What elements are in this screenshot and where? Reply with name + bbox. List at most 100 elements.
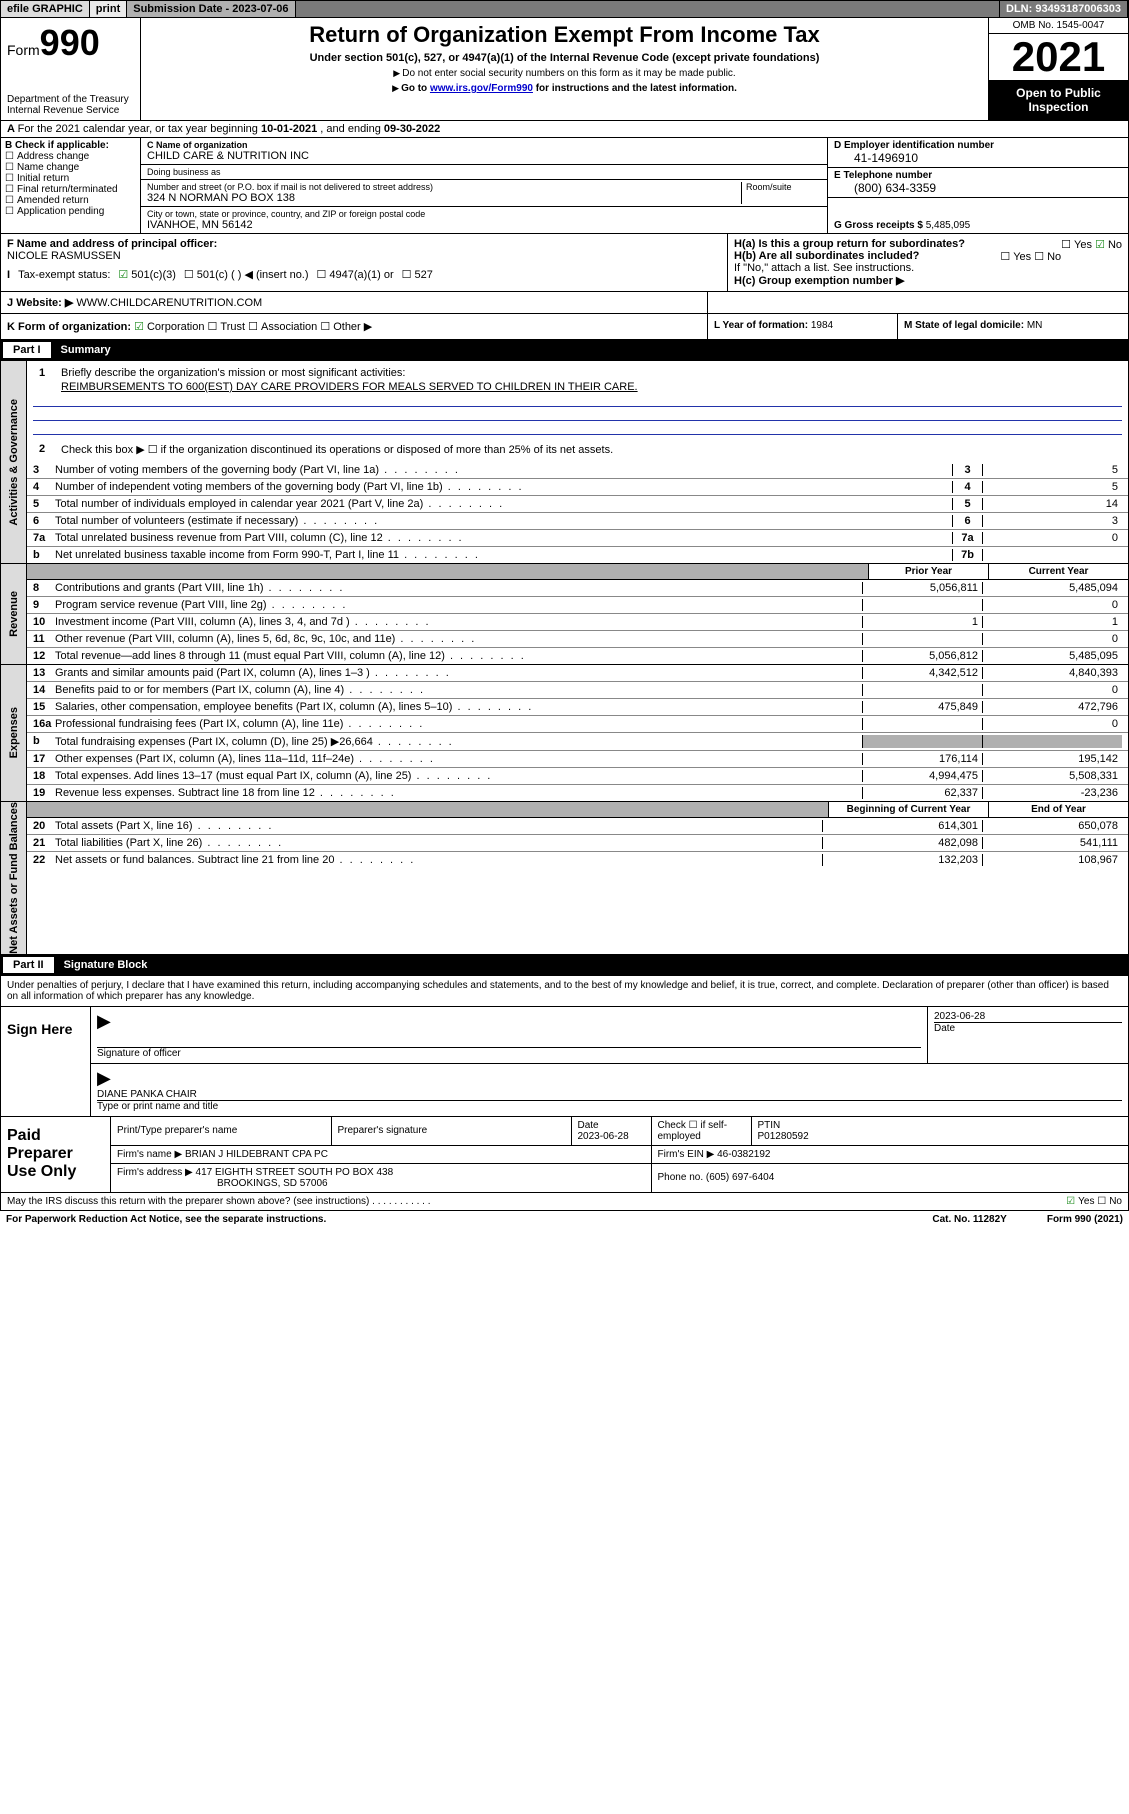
ha-no[interactable]: No	[1095, 239, 1122, 251]
col-b-checkboxes: B Check if applicable: Address change Na…	[1, 138, 141, 233]
chk-501c[interactable]: 501(c) ( ) ◀ (insert no.)	[184, 268, 309, 281]
hb-label: H(b) Are all subordinates included? Yes …	[734, 250, 1122, 262]
discuss-yes[interactable]: Yes	[1066, 1196, 1094, 1207]
firm-addr1: 417 EIGHTH STREET SOUTH PO BOX 438	[196, 1167, 394, 1178]
data-row: 13Grants and similar amounts paid (Part …	[27, 665, 1128, 682]
end-year-hdr: End of Year	[988, 802, 1128, 817]
chk-address-change[interactable]: Address change	[5, 151, 136, 162]
firm-addr-label: Firm's address ▶	[117, 1167, 193, 1178]
hb-note: If "No," attach a list. See instructions…	[734, 262, 1122, 274]
org-name-label: C Name of organization	[147, 140, 821, 150]
form-number: Form990	[7, 22, 134, 64]
ptin-label: PTIN	[758, 1120, 781, 1131]
data-row: 15Salaries, other compensation, employee…	[27, 699, 1128, 716]
hb-yes[interactable]: Yes	[1000, 251, 1031, 263]
sidelabel-expenses: Expenses	[1, 665, 27, 801]
chk-other[interactable]: Other ▶	[320, 321, 372, 333]
chk-corp[interactable]: Corporation	[134, 321, 204, 333]
m-value: MN	[1027, 320, 1043, 331]
chk-final-return[interactable]: Final return/terminated	[5, 184, 136, 195]
part1-header: Part I Summary	[0, 340, 1129, 361]
data-row: bTotal fundraising expenses (Part IX, co…	[27, 733, 1128, 751]
website-label: Website: ▶	[16, 297, 73, 309]
row-j: J Website: ▶ WWW.CHILDCARENUTRITION.COM	[0, 292, 1129, 314]
chk-amended[interactable]: Amended return	[5, 195, 136, 206]
year-header: Prior Year Current Year	[27, 564, 1128, 580]
firm-ein: 46-0382192	[717, 1149, 770, 1160]
preparer-block: Paid Preparer Use Only Print/Type prepar…	[0, 1117, 1129, 1193]
firm-ein-label: Firm's EIN ▶	[658, 1149, 715, 1160]
dept-label: Department of the Treasury Internal Reve…	[7, 94, 134, 116]
part2-title: Signature Block	[56, 957, 156, 973]
submission-date: Submission Date - 2023-07-06	[127, 1, 295, 17]
sidelabel-netassets: Net Assets or Fund Balances	[1, 802, 27, 954]
q1-label: Briefly describe the organization's miss…	[61, 367, 1116, 379]
row-klm: K Form of organization: Corporation Trus…	[0, 314, 1129, 340]
gross-value: 5,485,095	[926, 220, 971, 231]
current-year-hdr: Current Year	[988, 564, 1128, 579]
chk-527[interactable]: 527	[402, 268, 433, 281]
k-label: K Form of organization:	[7, 321, 131, 333]
section-netassets: Net Assets or Fund Balances Beginning of…	[0, 802, 1129, 955]
sig-date: 2023-06-28	[934, 1011, 1122, 1022]
data-row: 9Program service revenue (Part VIII, lin…	[27, 597, 1128, 614]
chk-application-pending[interactable]: Application pending	[5, 206, 136, 217]
irs-link[interactable]: www.irs.gov/Form990	[430, 83, 533, 94]
topbar-spacer	[296, 1, 1000, 17]
dln: DLN: 93493187006303	[1000, 1, 1128, 17]
gov-row: 4Number of independent voting members of…	[27, 479, 1128, 496]
firm-phone-label: Phone no.	[658, 1172, 704, 1183]
phone-label: E Telephone number	[834, 170, 1122, 181]
prep-selfemp[interactable]: Check ☐ if self-employed	[651, 1117, 751, 1146]
data-row: 19Revenue less expenses. Subtract line 1…	[27, 785, 1128, 801]
q2-label: Check this box ▶ ☐ if the organization d…	[61, 443, 1116, 456]
form-note2: Go to www.irs.gov/Form990 for instructio…	[147, 83, 982, 94]
phone-value: (800) 634-3359	[834, 181, 1122, 195]
sign-block: Sign Here Signature of officer 2023-06-2…	[0, 1007, 1129, 1117]
chk-name-change[interactable]: Name change	[5, 162, 136, 173]
l-value: 1984	[811, 320, 833, 331]
part1-num: Part I	[3, 342, 51, 358]
chk-4947[interactable]: 4947(a)(1) or	[317, 268, 394, 281]
sig-date-label: Date	[934, 1022, 1122, 1034]
firm-phone: (605) 697-6404	[706, 1172, 774, 1183]
addr-label: Number and street (or P.O. box if mail i…	[147, 182, 741, 192]
ha-yes[interactable]: Yes	[1061, 239, 1092, 251]
l-label: L Year of formation:	[714, 320, 811, 331]
open-inspection: Open to Public Inspection	[989, 80, 1128, 120]
chk-501c3[interactable]: 501(c)(3)	[118, 268, 176, 281]
form-ref: Form 990 (2021)	[1047, 1214, 1123, 1225]
data-row: 20Total assets (Part X, line 16)614,3016…	[27, 818, 1128, 835]
gross-label: G Gross receipts $	[834, 220, 926, 231]
sig-name: DIANE PANKA CHAIR	[97, 1089, 1122, 1101]
sidelabel-revenue: Revenue	[1, 564, 27, 664]
section-revenue: Revenue Prior Year Current Year 8Contrib…	[0, 564, 1129, 665]
row-a-taxyear: A For the 2021 calendar year, or tax yea…	[0, 121, 1129, 138]
prep-sig-label: Preparer's signature	[331, 1117, 571, 1146]
tax-status-label: Tax-exempt status:	[18, 269, 110, 281]
website-value: WWW.CHILDCARENUTRITION.COM	[76, 297, 262, 309]
org-name: CHILD CARE & NUTRITION INC	[147, 150, 821, 162]
chk-trust[interactable]: Trust	[208, 321, 246, 333]
footer-discuss: May the IRS discuss this return with the…	[0, 1193, 1129, 1211]
cat-no: Cat. No. 11282Y	[932, 1214, 1006, 1225]
data-row: 12Total revenue—add lines 8 through 11 (…	[27, 648, 1128, 664]
m-label: M State of legal domicile:	[904, 320, 1027, 331]
discuss-no[interactable]: No	[1097, 1196, 1122, 1207]
section-expenses: Expenses 13Grants and similar amounts pa…	[0, 665, 1129, 802]
firm-name: BRIAN J HILDEBRANT CPA PC	[185, 1149, 328, 1160]
pra-notice: For Paperwork Reduction Act Notice, see …	[6, 1214, 326, 1225]
print-button[interactable]: print	[90, 1, 127, 17]
form-title: Return of Organization Exempt From Incom…	[147, 22, 982, 48]
chk-assoc[interactable]: Association	[248, 321, 317, 333]
ptin-value: P01280592	[758, 1131, 809, 1142]
chk-initial-return[interactable]: Initial return	[5, 173, 136, 184]
sig-intro: Under penalties of perjury, I declare th…	[0, 976, 1129, 1007]
data-row: 14Benefits paid to or for members (Part …	[27, 682, 1128, 699]
sidelabel-governance: Activities & Governance	[1, 361, 27, 563]
hb-no[interactable]: No	[1034, 251, 1061, 263]
gov-row: 3Number of voting members of the governi…	[27, 462, 1128, 479]
sig-officer-label: Signature of officer	[97, 1048, 921, 1059]
data-row: 22Net assets or fund balances. Subtract …	[27, 852, 1128, 868]
prior-year-hdr: Prior Year	[868, 564, 988, 579]
